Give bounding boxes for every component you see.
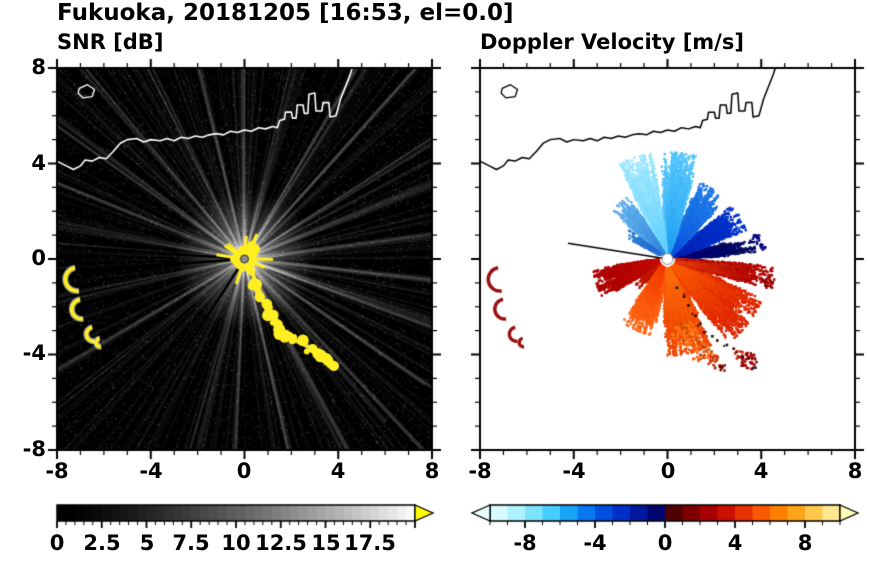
y-tick-label: -8 bbox=[22, 437, 46, 461]
y-tick-label: 4 bbox=[31, 151, 46, 175]
snr-cbar-label: 15 bbox=[311, 531, 341, 555]
x-tick-label: -8 bbox=[468, 459, 492, 483]
snr-colorbar bbox=[57, 505, 433, 521]
vel-cbar-label: -4 bbox=[583, 531, 607, 555]
snr-cbar-label: 17.5 bbox=[344, 531, 396, 555]
figure-title: Fukuoka, 20181205 [16:53, el=0.0] bbox=[57, 0, 514, 26]
snr-panel-title: SNR [dB] bbox=[57, 30, 164, 54]
x-tick-label: 4 bbox=[330, 459, 346, 483]
velocity-panel bbox=[480, 68, 855, 450]
vel-cbar-label: 0 bbox=[657, 531, 673, 555]
velocity-colorbar bbox=[472, 505, 858, 521]
snr-cbar-label: 7.5 bbox=[172, 531, 210, 555]
x-tick-label: 8 bbox=[847, 459, 863, 483]
snr-cbar-label: 2.5 bbox=[83, 531, 121, 555]
x-tick-label: -8 bbox=[45, 459, 69, 483]
x-tick-label: 0 bbox=[660, 459, 676, 483]
vel-cbar-label: -8 bbox=[513, 531, 537, 555]
y-tick-label: 8 bbox=[31, 55, 46, 79]
vel-cbar-label: 4 bbox=[727, 531, 743, 555]
snr-panel bbox=[57, 68, 432, 450]
snr-cbar-label: 0 bbox=[49, 531, 65, 555]
y-tick-label: 0 bbox=[31, 246, 46, 270]
x-tick-label: -4 bbox=[562, 459, 586, 483]
snr-cbar-label: 10 bbox=[221, 531, 251, 555]
y-tick-label: -4 bbox=[22, 341, 46, 365]
x-tick-label: 0 bbox=[236, 459, 252, 483]
x-tick-label: 8 bbox=[424, 459, 440, 483]
snr-cbar-label: 12.5 bbox=[255, 531, 307, 555]
x-tick-label: -4 bbox=[139, 459, 163, 483]
snr-cbar-label: 5 bbox=[139, 531, 155, 555]
velocity-panel-title: Doppler Velocity [m/s] bbox=[480, 30, 744, 54]
vel-cbar-label: 8 bbox=[797, 531, 813, 555]
x-tick-label: 4 bbox=[753, 459, 769, 483]
